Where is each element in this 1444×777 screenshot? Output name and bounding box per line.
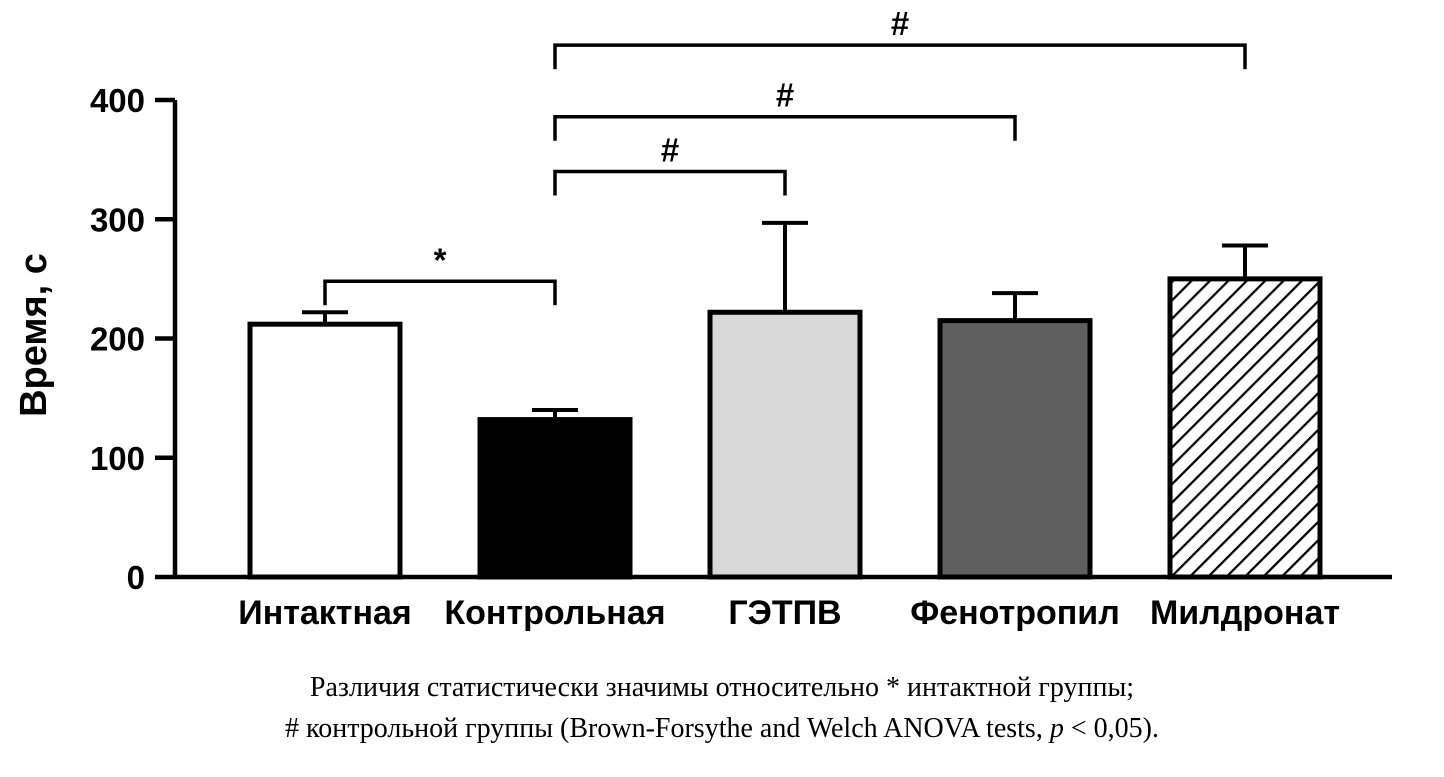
- sig-label-3: #: [891, 5, 909, 42]
- sig-bracket-3: [553, 43, 1247, 70]
- sig-label-2: #: [776, 77, 794, 114]
- category-label-2: ГЭТПВ: [728, 594, 841, 632]
- sig-bracket-1: [553, 169, 787, 196]
- caption-line-1: Различия статистически значимы относител…: [309, 672, 1135, 703]
- figure-caption: Различия статистически значимы относител…: [0, 668, 1444, 749]
- caption-line-2: # контрольной группы (Brown-Forsythe and…: [0, 709, 1444, 750]
- plot-area: 0 100 200 300 400 Интактная Контрольная ГЭТПВ Фе…: [90, 5, 1392, 632]
- category-label-0: Интактная: [238, 594, 412, 632]
- caption-line-2-suffix: < 0,05).: [1063, 712, 1159, 744]
- y-tick-label-100: 100: [90, 440, 145, 477]
- category-label-4: Милдронат: [1150, 594, 1340, 632]
- sig-label-0: *: [434, 241, 447, 278]
- sig-bracket-0: [323, 279, 557, 306]
- y-tick-label-400: 400: [90, 82, 145, 119]
- sig-label-1: #: [661, 132, 679, 169]
- bar-4: [1167, 276, 1323, 580]
- bar-chart-canvas: Время, с 0 100 200 300 400 Интактная Контрольн…: [13, 5, 1392, 632]
- sig-bracket-2: [553, 114, 1017, 141]
- caption-p-italic: p: [1049, 712, 1064, 744]
- category-label-1: Контрольная: [444, 594, 665, 632]
- caption-line-2-prefix: # контрольной группы (Brown-Forsythe and…: [285, 712, 1050, 744]
- bar-0: [247, 321, 403, 580]
- y-tick-label-300: 300: [90, 201, 145, 238]
- y-tick-label-200: 200: [90, 321, 145, 358]
- y-axis-title: Время, с: [13, 253, 55, 417]
- bar-2: [707, 309, 863, 580]
- bar-3: [937, 318, 1093, 580]
- category-label-3: Фенотропил: [910, 594, 1120, 632]
- bar-1: [477, 417, 633, 580]
- y-tick-label-0: 0: [127, 559, 145, 596]
